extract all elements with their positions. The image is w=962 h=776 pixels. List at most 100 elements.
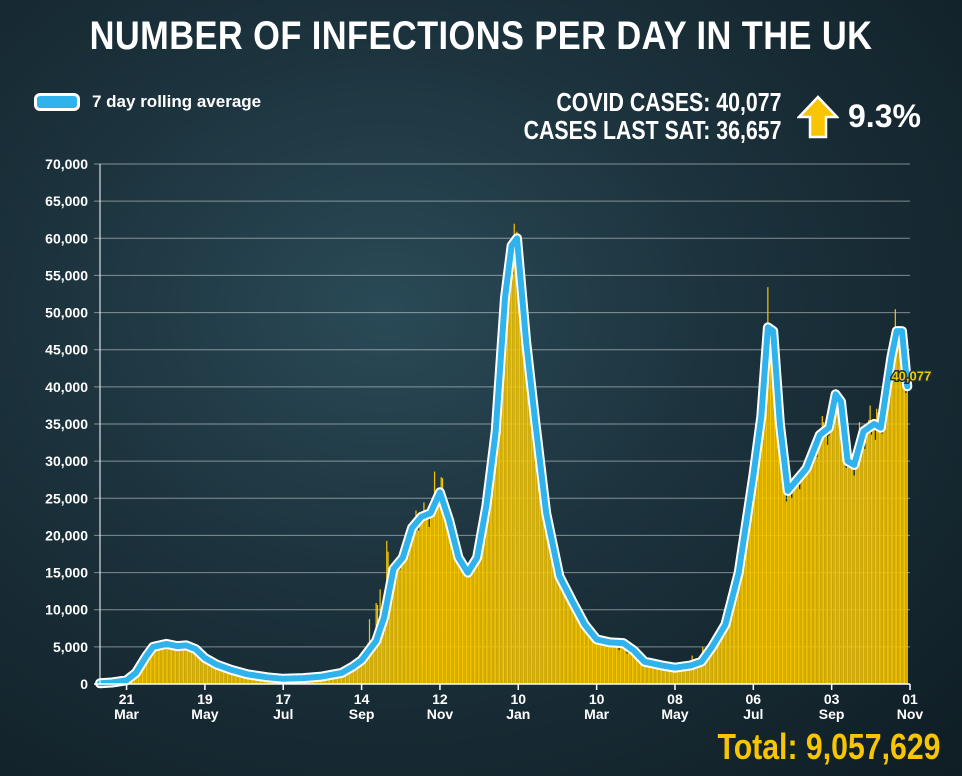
daily-case-bar <box>233 671 235 684</box>
daily-case-bar <box>862 437 865 684</box>
daily-case-bar <box>858 422 861 684</box>
daily-case-bar <box>395 566 397 684</box>
daily-case-bar <box>172 645 174 684</box>
daily-case-bar <box>657 665 659 684</box>
daily-case-bar <box>155 641 157 684</box>
daily-case-bar <box>383 599 385 684</box>
daily-case-bar <box>662 666 664 684</box>
x-tick-month: Sep <box>349 706 375 722</box>
daily-case-bar <box>497 390 499 684</box>
daily-case-bar <box>728 606 730 684</box>
daily-case-bar <box>650 664 652 684</box>
daily-case-bar <box>204 659 206 684</box>
daily-case-bar <box>554 559 556 684</box>
daily-case-bar <box>898 332 900 684</box>
daily-case-bar <box>168 645 170 684</box>
daily-case-bar <box>147 650 149 684</box>
daily-case-bar <box>706 654 708 684</box>
x-tick-day: 17 <box>275 691 291 707</box>
daily-case-bar <box>649 663 651 684</box>
daily-case-bar <box>371 646 373 684</box>
daily-case-bar <box>610 642 612 684</box>
daily-case-bar <box>356 663 359 684</box>
daily-case-bar <box>809 471 811 684</box>
daily-case-bar <box>772 347 774 684</box>
daily-case-bar <box>210 661 213 684</box>
daily-case-bar <box>424 516 426 684</box>
daily-case-bar <box>217 665 219 684</box>
daily-case-bar <box>622 643 624 684</box>
daily-case-bar <box>780 454 782 684</box>
daily-case-bar <box>362 659 364 684</box>
daily-case-bar <box>194 649 197 684</box>
daily-case-bar <box>803 467 805 684</box>
daily-case-bar <box>359 661 361 684</box>
daily-case-bar <box>499 334 501 684</box>
daily-case-bar <box>514 235 517 684</box>
daily-case-bar <box>637 660 639 684</box>
daily-case-bar <box>631 652 634 684</box>
x-tick-day: 10 <box>510 691 526 707</box>
daily-case-bar <box>659 665 661 684</box>
daily-case-bar <box>819 434 821 684</box>
daily-case-bar <box>483 532 485 684</box>
daily-case-bar <box>185 647 187 684</box>
daily-case-bar <box>427 516 429 684</box>
daily-case-bar <box>619 645 622 684</box>
daily-case-bar <box>363 658 365 684</box>
daily-case-bar <box>560 578 562 684</box>
daily-case-bar <box>823 422 825 684</box>
daily-case-bar <box>584 626 586 684</box>
daily-case-bar <box>451 531 453 684</box>
daily-case-bar <box>663 666 665 684</box>
daily-case-bar <box>472 568 474 684</box>
daily-case-bar <box>410 543 412 684</box>
daily-case-bar <box>654 664 656 684</box>
daily-case-bar <box>792 485 794 684</box>
daily-case-bar <box>730 602 732 684</box>
daily-case-bar <box>492 453 494 684</box>
daily-case-bar <box>212 663 214 684</box>
daily-case-bar <box>201 658 203 684</box>
daily-case-bar <box>209 662 211 684</box>
daily-case-bar <box>625 645 627 684</box>
daily-case-bar <box>156 646 158 684</box>
daily-case-bar <box>700 661 703 684</box>
daily-case-bar <box>487 495 489 684</box>
daily-case-bar <box>682 666 684 684</box>
daily-case-bar <box>534 462 537 684</box>
daily-case-bar <box>799 489 801 684</box>
x-tick-day: 06 <box>746 691 762 707</box>
daily-case-bar <box>590 633 592 684</box>
daily-case-bar <box>788 495 790 684</box>
daily-case-bar <box>574 607 576 684</box>
daily-case-bar <box>407 543 409 684</box>
daily-case-bar <box>641 659 643 684</box>
daily-case-bar <box>665 666 667 684</box>
daily-case-bar <box>817 446 819 684</box>
daily-case-bar <box>459 563 461 684</box>
daily-case-bar <box>611 644 614 684</box>
daily-case-bar <box>643 662 645 684</box>
y-tick-label: 50,000 <box>45 305 88 321</box>
daily-case-bar <box>540 477 542 684</box>
total-cases: Total: 9,057,629 <box>717 726 940 767</box>
daily-case-bar <box>431 505 433 684</box>
daily-case-bar <box>399 569 401 684</box>
daily-case-bar <box>635 653 637 684</box>
daily-case-bar <box>214 665 217 684</box>
daily-case-bar <box>509 250 511 684</box>
daily-case-bar <box>837 405 839 684</box>
daily-case-bar <box>816 456 818 684</box>
daily-case-bar <box>675 667 677 684</box>
daily-case-bar <box>751 497 753 684</box>
y-tick-label: 35,000 <box>45 416 88 432</box>
daily-case-bar <box>716 637 718 684</box>
daily-case-bar <box>629 651 631 684</box>
daily-case-bar <box>785 501 788 684</box>
daily-case-bar <box>710 642 712 684</box>
daily-case-bar <box>761 419 764 684</box>
y-tick-label: 25,000 <box>45 490 88 506</box>
daily-case-bar <box>742 542 744 684</box>
daily-case-bar <box>513 223 515 684</box>
